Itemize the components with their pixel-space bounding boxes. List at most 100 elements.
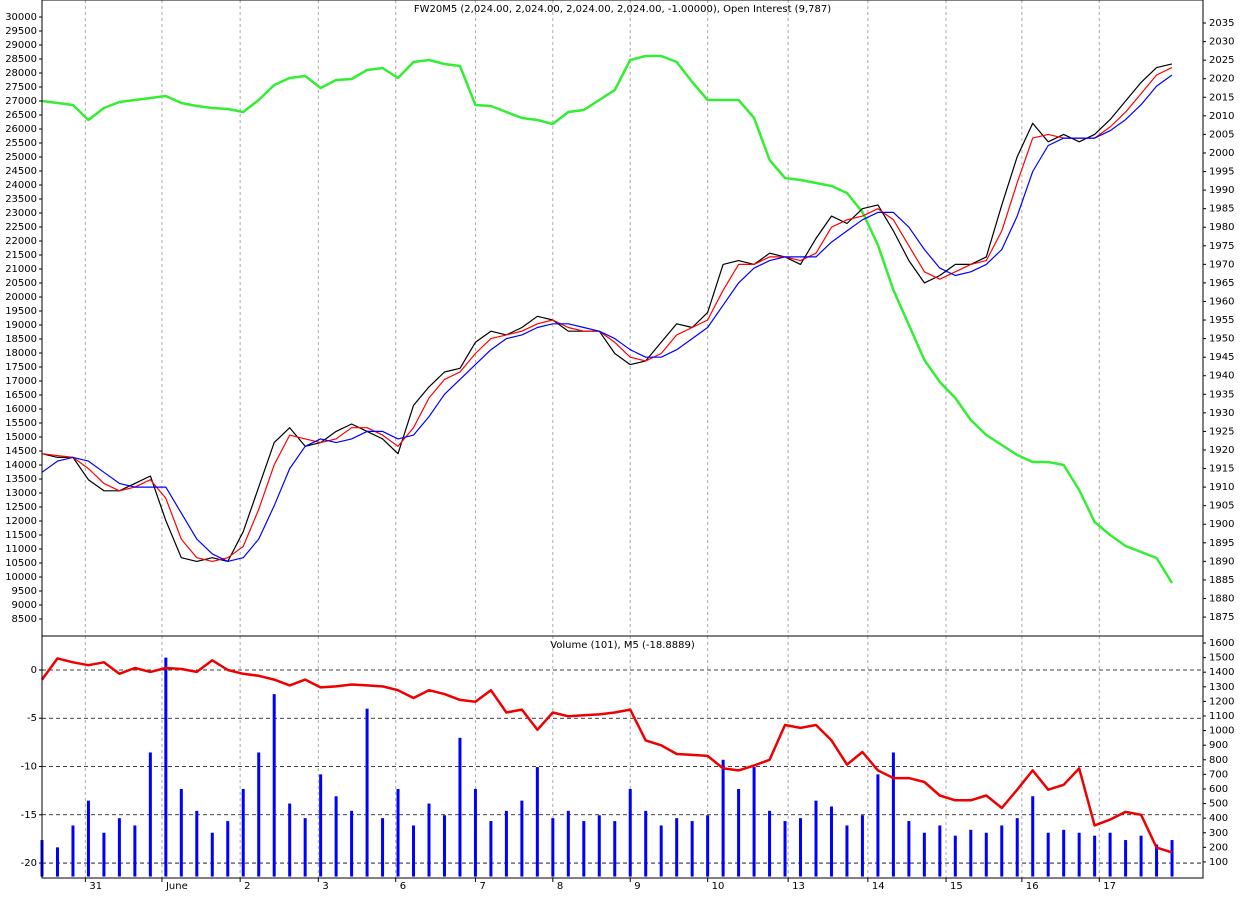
volume-bar (350, 810, 354, 877)
x-tick-label: 7 (479, 881, 485, 892)
y2-tick-label: 2020 (1209, 74, 1234, 85)
volume-bar (953, 835, 957, 877)
y2-tick-label: 800 (1209, 755, 1228, 766)
y-tick-label: -15 (21, 810, 37, 821)
y2-tick-label: 1915 (1209, 464, 1234, 475)
y2-tick-label: 1905 (1209, 501, 1234, 512)
y2-tick-label: 1955 (1209, 315, 1234, 326)
volume-bar (628, 788, 632, 877)
y2-tick-label: 2015 (1209, 92, 1234, 103)
y-tick-label: 27000 (5, 96, 37, 107)
volume-bar (272, 694, 276, 877)
series-line (40, 657, 1173, 854)
y-tick-label: 10500 (5, 558, 37, 569)
y2-tick-label: 1930 (1209, 408, 1234, 419)
volume-bar (876, 774, 880, 877)
volume-bar (458, 737, 462, 877)
volume-bar (535, 767, 539, 877)
y-tick-label: 10000 (5, 572, 37, 583)
volume-bar (597, 815, 601, 877)
volume-bar (891, 752, 895, 877)
volume-bar (241, 788, 245, 877)
y-tick-label: 25500 (5, 138, 37, 149)
volume-bar (737, 788, 741, 877)
y-tick-label: 23500 (5, 194, 37, 205)
x-tick-label: 17 (1103, 881, 1116, 892)
y-tick-label: 9000 (12, 600, 37, 611)
y2-tick-label: 1940 (1209, 371, 1234, 382)
series-line (41, 67, 1173, 562)
volume-bar (613, 821, 617, 877)
y-tick-label: 24500 (5, 166, 37, 177)
y-tick-label: 11000 (5, 544, 37, 555)
volume-bar (195, 810, 199, 877)
volume-bar (55, 847, 59, 877)
y2-tick-label: 1890 (1209, 556, 1234, 567)
y2-tick-label: 1200 (1209, 696, 1234, 707)
x-tick-label: 2 (244, 881, 250, 892)
volume-bar (489, 821, 493, 877)
volume-bar (675, 818, 679, 877)
x-tick-label: 15 (950, 881, 963, 892)
volume-bar (133, 825, 137, 877)
series-line (41, 54, 1174, 584)
volume-bar (365, 708, 369, 877)
volume-bar (1077, 832, 1081, 877)
y2-tick-label: 700 (1209, 769, 1228, 780)
x-tick-label: June (165, 881, 188, 892)
y2-tick-label: 1950 (1209, 334, 1234, 345)
x-tick-label: 13 (792, 881, 805, 892)
y2-tick-label: 1100 (1209, 711, 1234, 722)
volume-bar (984, 832, 988, 877)
y2-tick-label: 300 (1209, 828, 1228, 839)
y2-tick-label: 1000 (1209, 726, 1234, 737)
volume-bar (860, 815, 864, 877)
y-tick-label: 9500 (12, 586, 37, 597)
x-tick-label: 14 (872, 881, 885, 892)
y-tick-label: 12000 (5, 516, 37, 527)
y-tick-label: -10 (21, 762, 37, 773)
volume-bar (334, 796, 338, 877)
y2-tick-label: 1300 (1209, 682, 1234, 693)
y2-tick-label: 1985 (1209, 204, 1234, 215)
volume-bar (752, 767, 756, 877)
y-tick-label: 20000 (5, 292, 37, 303)
y-tick-label: 13000 (5, 488, 37, 499)
y2-tick-label: 1600 (1209, 638, 1234, 649)
volume-bar (396, 788, 400, 877)
y-tick-label: 26500 (5, 110, 37, 121)
y2-tick-label: 1925 (1209, 426, 1234, 437)
y2-tick-label: 100 (1209, 857, 1228, 868)
volume-bar (845, 825, 849, 877)
y-tick-label: 14500 (5, 446, 37, 457)
y-tick-label: 22500 (5, 222, 37, 233)
y2-tick-label: 500 (1209, 799, 1228, 810)
y-tick-label: 19500 (5, 306, 37, 317)
volume-bar (257, 752, 261, 877)
volume-bar (799, 818, 803, 877)
y-tick-label: 0 (31, 665, 37, 676)
x-tick-label: 8 (557, 881, 563, 892)
volume-bar (1093, 835, 1097, 877)
y-tick-label: 30000 (5, 12, 37, 23)
y-tick-label: 18000 (5, 348, 37, 359)
volume-bar (659, 825, 663, 877)
y2-tick-label: 1885 (1209, 575, 1234, 586)
y2-tick-label: 600 (1209, 784, 1228, 795)
y-tick-label: 24000 (5, 180, 37, 191)
volume-bar (226, 821, 230, 877)
volume-bar (288, 803, 292, 877)
y-tick-label: 17000 (5, 376, 37, 387)
y-tick-label: 15000 (5, 432, 37, 443)
volume-bar (1170, 840, 1174, 877)
volume-bar (412, 825, 416, 877)
y2-tick-label: 2000 (1209, 148, 1234, 159)
volume-bar (210, 832, 214, 877)
y2-tick-label: 1980 (1209, 222, 1234, 233)
volume-bar (1124, 840, 1128, 877)
volume-bar (566, 810, 570, 877)
volume-bar (706, 815, 710, 877)
y-tick-label: 29500 (5, 26, 37, 37)
volume-bar (179, 788, 183, 877)
volume-bar (1031, 796, 1035, 877)
